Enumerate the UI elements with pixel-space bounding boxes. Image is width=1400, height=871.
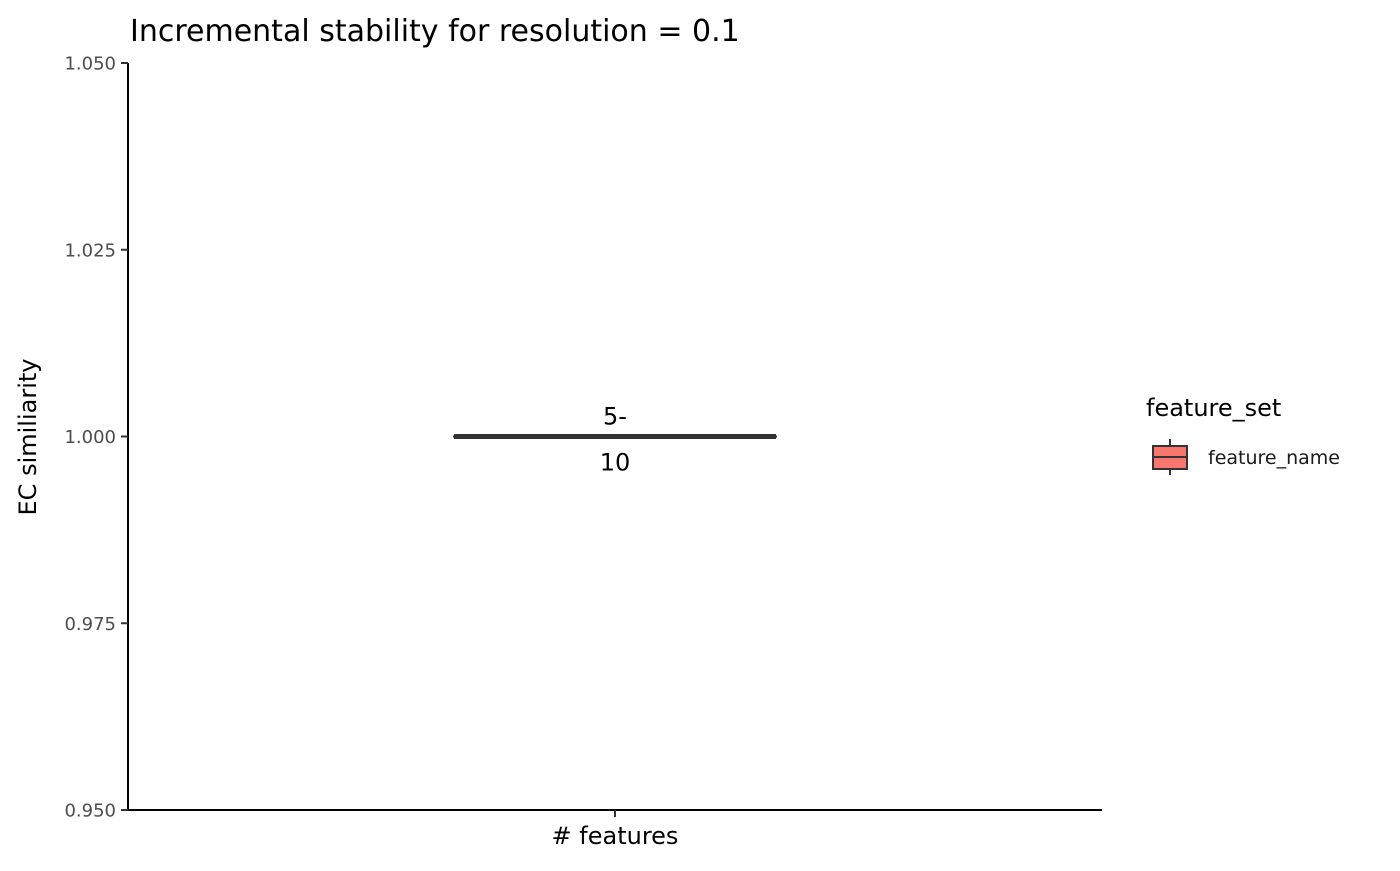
legend-item: feature_name	[1153, 439, 1340, 475]
chart-title: Incremental stability for resolution = 0…	[130, 14, 740, 49]
y-tick-label: 1.025	[64, 240, 116, 261]
x-tick-label: # features	[552, 822, 679, 850]
box: 5- 10	[454, 403, 776, 477]
x-axis: # features	[128, 810, 1102, 850]
legend-items: feature_name	[1153, 439, 1340, 475]
y-tick-label: 0.975	[64, 614, 116, 635]
plot-marks: 5- 10	[454, 403, 776, 477]
legend: feature_set feature_name	[1146, 394, 1340, 475]
y-tick-label: 1.000	[64, 427, 116, 448]
y-axis: 0.950 0.975 1.000 1.025 1.050	[64, 54, 128, 822]
box-label-bottom: 10	[600, 449, 631, 477]
y-tick-label: 0.950	[64, 801, 116, 822]
box-label-top: 5-	[603, 403, 627, 431]
y-tick-label: 1.050	[64, 54, 116, 75]
y-axis-title: EC similiarity	[14, 359, 42, 516]
legend-title: feature_set	[1146, 394, 1281, 422]
legend-item-label: feature_name	[1208, 447, 1340, 469]
